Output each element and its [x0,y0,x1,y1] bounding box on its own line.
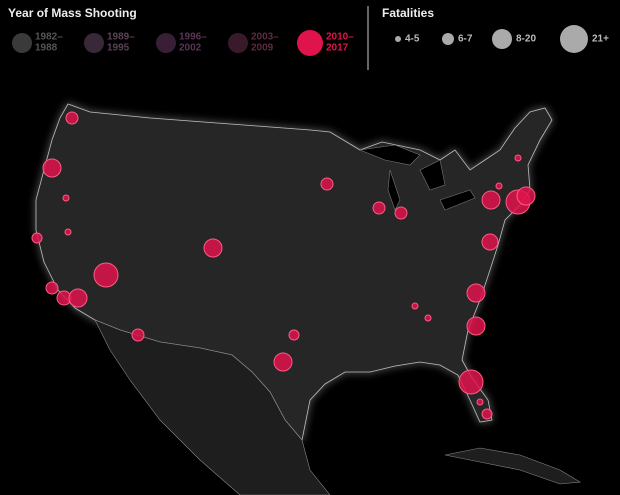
period-legend: 1982–1988 1989–1995 1996–2002 2003–2009 2010… [12,30,354,56]
shooting-marker [62,194,70,202]
period-swatch [12,33,32,53]
shooting-marker [481,408,493,420]
size-label: 6-7 [458,34,473,45]
shooting-marker [514,154,522,162]
shooting-marker [394,206,408,220]
great-lakes [358,144,476,211]
shooting-marker [64,228,72,236]
basemap [35,103,581,495]
period-label: 1995 [107,43,130,54]
period-swatch [156,33,176,53]
shooting-marker [273,352,293,372]
shooting-marker [288,329,300,341]
legend-title: Year of Mass Shooting [8,6,137,20]
size-label: 8-20 [516,34,536,45]
shooting-marker [424,314,432,322]
period-label: 2009 [251,43,274,54]
period-label: 2010– [326,32,354,43]
period-label: 2017 [326,43,349,54]
period-label: 1996– [179,32,207,43]
shooting-marker [495,182,503,190]
mexico-outline [94,319,331,495]
size-label: 21+ [592,34,609,45]
shooting-marker [466,316,486,336]
size-label: 4-5 [405,34,420,45]
period-label: 1988 [35,43,58,54]
cuba-outline [444,447,581,485]
shooting-marker [203,238,223,258]
shooting-marker [411,302,419,310]
shooting-marker [320,177,334,191]
period-label: 2002 [179,43,202,54]
shooting-marker [516,186,536,206]
size-swatch [560,25,588,53]
shooting-marker [466,283,486,303]
fatalities-title: Fatalities [382,6,434,20]
shooting-marker [481,233,499,251]
size-swatch [492,29,512,49]
period-swatch [297,30,323,56]
shooting-marker [458,369,484,395]
period-label: 1989– [107,32,135,43]
period-swatch [228,33,248,53]
shooting-marker [481,190,501,210]
shooting-marker [68,288,88,308]
size-swatch [395,36,401,42]
size-legend: 4-5 6-7 8-20 21+ [395,25,609,53]
shooting-marker [45,281,59,295]
shooting-marker [93,262,119,288]
shooting-marker [372,201,386,215]
size-swatch [442,33,454,45]
shooting-markers [31,111,536,420]
shooting-marker [31,232,43,244]
shooting-marker [131,328,145,342]
period-label: 1982– [35,32,63,43]
period-swatch [84,33,104,53]
shooting-marker [65,111,79,125]
shooting-marker [42,158,62,178]
shooting-marker [476,398,484,406]
period-label: 2003– [251,32,279,43]
